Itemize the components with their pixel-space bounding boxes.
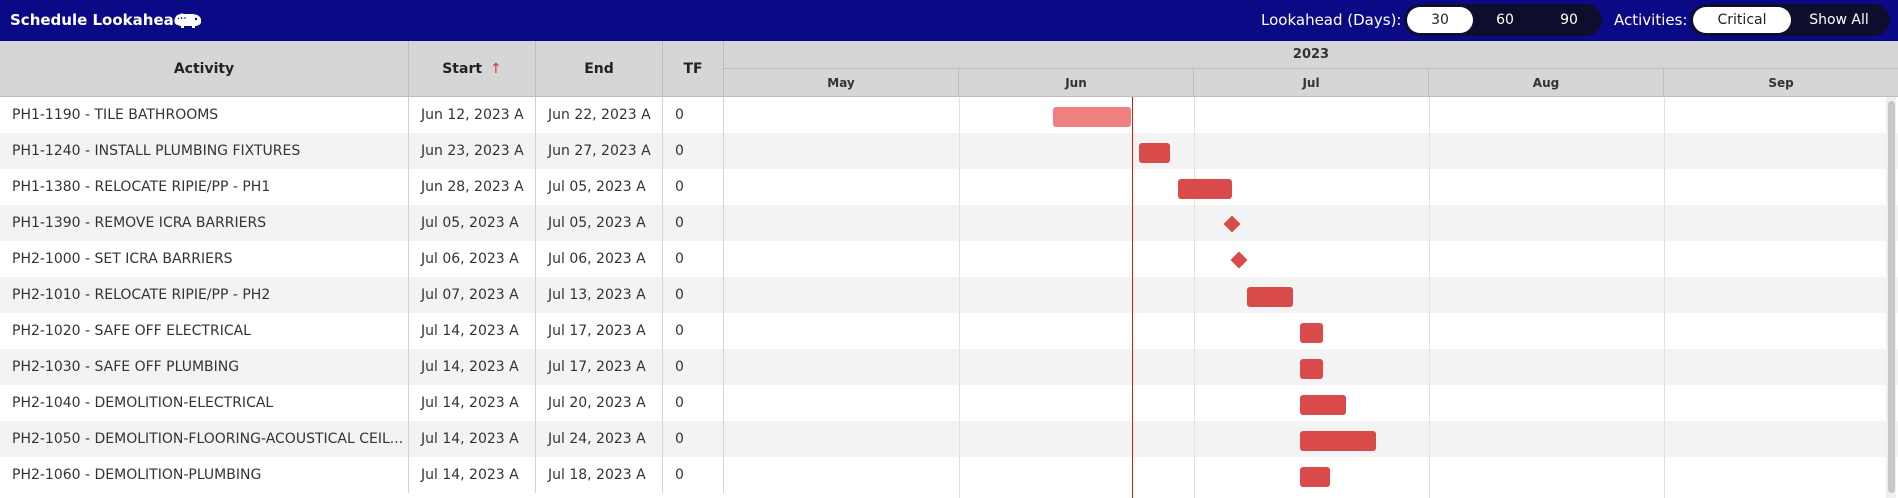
start-cell: Jun 12, 2023 A (409, 97, 536, 133)
table-row[interactable]: PH2-1040 - DEMOLITION-ELECTRICAL Jul 14,… (0, 385, 1898, 421)
column-header-activity[interactable]: Activity (0, 41, 409, 97)
start-cell: Jun 23, 2023 A (409, 133, 536, 169)
gantt-bar[interactable] (1300, 323, 1323, 343)
critical-button[interactable]: Critical (1693, 7, 1791, 33)
table-row[interactable]: PH2-1020 - SAFE OFF ELECTRICAL Jul 14, 2… (0, 313, 1898, 349)
start-cell: Jun 28, 2023 A (409, 169, 536, 205)
column-header-start[interactable]: Start ↑ (409, 41, 536, 97)
start-cell: Jul 14, 2023 A (409, 457, 536, 493)
table-row[interactable]: PH1-1380 - RELOCATE RIPIE/PP - PH1 Jun 2… (0, 169, 1898, 205)
end-cell: Jul 20, 2023 A (536, 385, 663, 421)
end-cell: Jul 18, 2023 A (536, 457, 663, 493)
tf-cell: 0 (663, 133, 724, 169)
start-cell: Jul 14, 2023 A (409, 421, 536, 457)
gantt-month-may: May (724, 69, 959, 97)
table-row[interactable]: PH2-1050 - DEMOLITION-FLOORING-ACOUSTICA… (0, 421, 1898, 457)
end-cell: Jul 06, 2023 A (536, 241, 663, 277)
tf-cell: 0 (663, 277, 724, 313)
table-row[interactable]: PH2-1030 - SAFE OFF PLUMBING Jul 14, 202… (0, 349, 1898, 385)
start-cell: Jul 07, 2023 A (409, 277, 536, 313)
activity-cell: PH2-1040 - DEMOLITION-ELECTRICAL (0, 385, 409, 421)
table-row[interactable]: PH1-1240 - INSTALL PLUMBING FIXTURES Jun… (0, 133, 1898, 169)
gantt-bar[interactable] (1053, 107, 1131, 127)
sort-ascending-icon: ↑ (490, 61, 502, 77)
end-cell: Jul 17, 2023 A (536, 313, 663, 349)
activity-cell: PH2-1060 - DEMOLITION-PLUMBING (0, 457, 409, 493)
start-cell: Jul 14, 2023 A (409, 349, 536, 385)
table-row[interactable]: PH1-1390 - REMOVE ICRA BARRIERS Jul 05, … (0, 205, 1898, 241)
tf-cell: 0 (663, 421, 724, 457)
tf-cell: 0 (663, 169, 724, 205)
gantt-bar[interactable] (1139, 143, 1170, 163)
activity-cell: PH1-1190 - TILE BATHROOMS (0, 97, 409, 133)
tf-cell: 0 (663, 97, 724, 133)
gantt-bar[interactable] (1300, 395, 1346, 415)
gantt-bar[interactable] (1300, 431, 1376, 451)
activity-cell: PH2-1030 - SAFE OFF PLUMBING (0, 349, 409, 385)
gantt-bar[interactable] (1300, 467, 1330, 487)
gantt-gridline (1664, 97, 1665, 498)
activities-label: Activities: (1614, 0, 1687, 41)
show-all-button[interactable]: Show All (1791, 7, 1887, 33)
hippo-icon (172, 11, 204, 29)
activity-cell: PH2-1050 - DEMOLITION-FLOORING-ACOUSTICA… (0, 421, 409, 457)
tf-cell: 0 (663, 313, 724, 349)
end-cell: Jul 13, 2023 A (536, 277, 663, 313)
lookahead-30-button[interactable]: 30 (1407, 7, 1473, 33)
table-row[interactable]: PH2-1060 - DEMOLITION-PLUMBING Jul 14, 2… (0, 457, 1898, 493)
start-cell: Jul 05, 2023 A (409, 205, 536, 241)
tf-cell: 0 (663, 385, 724, 421)
lookahead-toggle-group: 30 60 90 (1404, 4, 1602, 36)
activity-cell: PH1-1390 - REMOVE ICRA BARRIERS (0, 205, 409, 241)
tf-cell: 0 (663, 457, 724, 493)
gantt-year-header: 2023 (724, 41, 1898, 69)
gantt-month-sep: Sep (1664, 69, 1898, 97)
tf-cell: 0 (663, 205, 724, 241)
start-cell: Jul 14, 2023 A (409, 385, 536, 421)
end-cell: Jun 22, 2023 A (536, 97, 663, 133)
lookahead-label: Lookahead (Days): (1261, 0, 1401, 41)
activity-cell: PH2-1010 - RELOCATE RIPIE/PP - PH2 (0, 277, 409, 313)
gantt-gridline (959, 97, 960, 498)
lookahead-90-button[interactable]: 90 (1537, 7, 1601, 33)
gantt-month-jun: Jun (959, 69, 1194, 97)
tf-cell: 0 (663, 241, 724, 277)
top-bar: Schedule Lookahead Lookahead (Days): 30 … (0, 0, 1898, 41)
column-header-tf[interactable]: TF (663, 41, 724, 97)
gantt-gridline (1194, 97, 1195, 498)
activities-toggle-group: Critical Show All (1690, 4, 1890, 36)
gantt-bar[interactable] (1300, 359, 1323, 379)
scrollbar-thumb[interactable] (1888, 101, 1895, 493)
activity-cell: PH2-1000 - SET ICRA BARRIERS (0, 241, 409, 277)
table-row[interactable]: PH2-1000 - SET ICRA BARRIERS Jul 06, 202… (0, 241, 1898, 277)
end-cell: Jul 05, 2023 A (536, 169, 663, 205)
page-title: Schedule Lookahead (10, 0, 184, 41)
today-line (1132, 97, 1133, 498)
activity-cell: PH1-1380 - RELOCATE RIPIE/PP - PH1 (0, 169, 409, 205)
end-cell: Jul 24, 2023 A (536, 421, 663, 457)
tf-cell: 0 (663, 349, 724, 385)
activity-cell: PH1-1240 - INSTALL PLUMBING FIXTURES (0, 133, 409, 169)
end-cell: Jul 05, 2023 A (536, 205, 663, 241)
column-header-end[interactable]: End (536, 41, 663, 97)
table-row[interactable]: PH2-1010 - RELOCATE RIPIE/PP - PH2 Jul 0… (0, 277, 1898, 313)
start-cell: Jul 14, 2023 A (409, 313, 536, 349)
gantt-gridline (1429, 97, 1430, 498)
start-cell: Jul 06, 2023 A (409, 241, 536, 277)
gantt-bar[interactable] (1247, 287, 1293, 307)
lookahead-60-button[interactable]: 60 (1473, 7, 1537, 33)
end-cell: Jun 27, 2023 A (536, 133, 663, 169)
end-cell: Jul 17, 2023 A (536, 349, 663, 385)
gantt-month-jul: Jul (1194, 69, 1429, 97)
gantt-bar[interactable] (1178, 179, 1232, 199)
table-row[interactable]: PH1-1190 - TILE BATHROOMS Jun 12, 2023 A… (0, 97, 1898, 133)
activity-cell: PH2-1020 - SAFE OFF ELECTRICAL (0, 313, 409, 349)
gantt-month-aug: Aug (1429, 69, 1664, 97)
